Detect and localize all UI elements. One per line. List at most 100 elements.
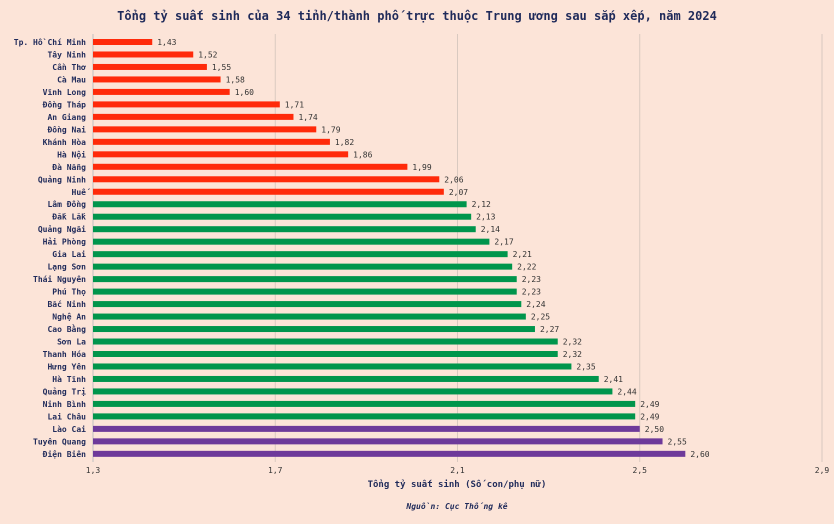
value-label: 1,60 xyxy=(235,88,254,97)
bar xyxy=(93,126,317,133)
category-label: Huế xyxy=(72,187,91,197)
category-label: Vĩnh Long xyxy=(43,88,87,97)
value-label: 2,35 xyxy=(576,362,595,371)
value-label: 2,21 xyxy=(513,250,532,259)
bar xyxy=(93,51,194,58)
value-label: 2,32 xyxy=(563,338,582,347)
value-label: 2,13 xyxy=(476,213,495,222)
bar xyxy=(93,313,526,320)
bar xyxy=(93,388,613,395)
category-label: Sơn La xyxy=(57,338,86,347)
value-label: 1,79 xyxy=(321,125,340,134)
value-label: 2,23 xyxy=(522,275,541,284)
value-label: 2,49 xyxy=(640,412,659,421)
value-label: 1,74 xyxy=(298,113,317,122)
value-label: 2,24 xyxy=(526,300,545,309)
bar xyxy=(93,201,467,208)
bar xyxy=(93,138,330,145)
category-label: Đồng Nai xyxy=(47,124,86,134)
value-label: 2,60 xyxy=(690,450,709,459)
bar xyxy=(93,176,440,183)
value-label: 2,44 xyxy=(617,387,636,396)
value-label: 2,12 xyxy=(472,200,491,209)
bar xyxy=(93,363,572,370)
category-label: Thanh Hóa xyxy=(43,349,87,359)
bar xyxy=(93,151,349,158)
bar xyxy=(93,226,476,233)
bar xyxy=(93,163,408,170)
value-label: 2,32 xyxy=(563,350,582,359)
category-label: Cà Mau xyxy=(57,75,86,84)
category-label: Khánh Hòa xyxy=(43,137,87,147)
bar xyxy=(93,188,444,195)
x-axis-label: Tổng tỷ suất sinh (Số con/phụ nữ) xyxy=(368,479,547,490)
value-label: 1,55 xyxy=(212,63,231,72)
category-label: Lạng Sơn xyxy=(47,263,86,272)
bar xyxy=(93,413,636,420)
category-label: Đồng Tháp xyxy=(43,99,87,109)
bar xyxy=(93,238,490,245)
bar xyxy=(93,450,686,457)
value-label: 2,07 xyxy=(449,188,468,197)
category-label: Hà Tĩnh xyxy=(52,375,86,384)
x-tick-label: 2,5 xyxy=(633,466,648,475)
category-label: Tây Ninh xyxy=(47,49,86,59)
bar xyxy=(93,338,558,345)
value-label: 2,49 xyxy=(640,400,659,409)
value-label: 1,86 xyxy=(353,150,372,159)
value-label: 2,14 xyxy=(481,225,500,234)
category-label: Phú Thọ xyxy=(52,288,86,297)
category-label: Hà Nội xyxy=(57,149,86,159)
value-label: 2,22 xyxy=(517,263,536,272)
bar xyxy=(93,263,513,270)
x-tick-label: 1,7 xyxy=(268,466,283,475)
category-label: Nghệ An xyxy=(52,313,86,322)
bar xyxy=(93,213,472,220)
bar xyxy=(93,113,294,120)
value-label: 2,50 xyxy=(645,425,664,434)
bar xyxy=(93,251,508,258)
bar xyxy=(93,88,230,95)
category-label: Bắc Ninh xyxy=(47,299,86,309)
bar xyxy=(93,276,517,283)
category-label: An Giang xyxy=(47,112,86,122)
value-label: 2,41 xyxy=(604,375,623,384)
bar xyxy=(93,438,663,445)
value-label: 1,71 xyxy=(285,100,304,109)
category-label: Tuyên Quang xyxy=(33,436,86,446)
bar xyxy=(93,400,636,407)
bar xyxy=(93,63,207,70)
category-label: Cần Thơ xyxy=(52,62,86,72)
value-label: 2,25 xyxy=(531,313,550,322)
category-label: Đà Nẵng xyxy=(52,162,86,172)
category-label: Lâm Đồng xyxy=(47,199,86,209)
category-label: Đắk Lắk xyxy=(52,212,86,222)
value-label: 2,55 xyxy=(668,437,687,446)
value-label: 1,99 xyxy=(412,163,431,172)
category-label: Hưng Yên xyxy=(47,361,86,371)
value-label: 2,17 xyxy=(494,238,513,247)
value-label: 2,06 xyxy=(444,175,463,184)
category-label: Thái Nguyên xyxy=(33,274,86,284)
category-label: Lào Cai xyxy=(52,424,86,434)
bar xyxy=(93,301,522,308)
value-label: 2,27 xyxy=(540,325,559,334)
value-label: 2,23 xyxy=(522,288,541,297)
category-label: Gia Lai xyxy=(52,249,86,259)
x-tick-label: 2,1 xyxy=(450,466,465,475)
x-tick-label: 1,3 xyxy=(86,466,101,475)
value-label: 1,58 xyxy=(226,75,245,84)
category-label: Hải Phòng xyxy=(43,237,87,247)
category-label: Điện Biên xyxy=(43,449,87,459)
source-note: Nguồn: Cục Thống kê xyxy=(405,501,507,511)
bar xyxy=(93,76,221,83)
bar xyxy=(93,288,517,295)
category-label: Ninh Bình xyxy=(43,399,87,409)
bar xyxy=(93,326,535,333)
x-tick-label: 2,9 xyxy=(815,466,830,475)
chart-title: Tổng tỷ suất sinh của 34 tỉnh/thành phố … xyxy=(117,9,717,23)
bar xyxy=(93,375,599,382)
category-label: Quảng Ninh xyxy=(38,174,86,184)
bar xyxy=(93,425,640,432)
